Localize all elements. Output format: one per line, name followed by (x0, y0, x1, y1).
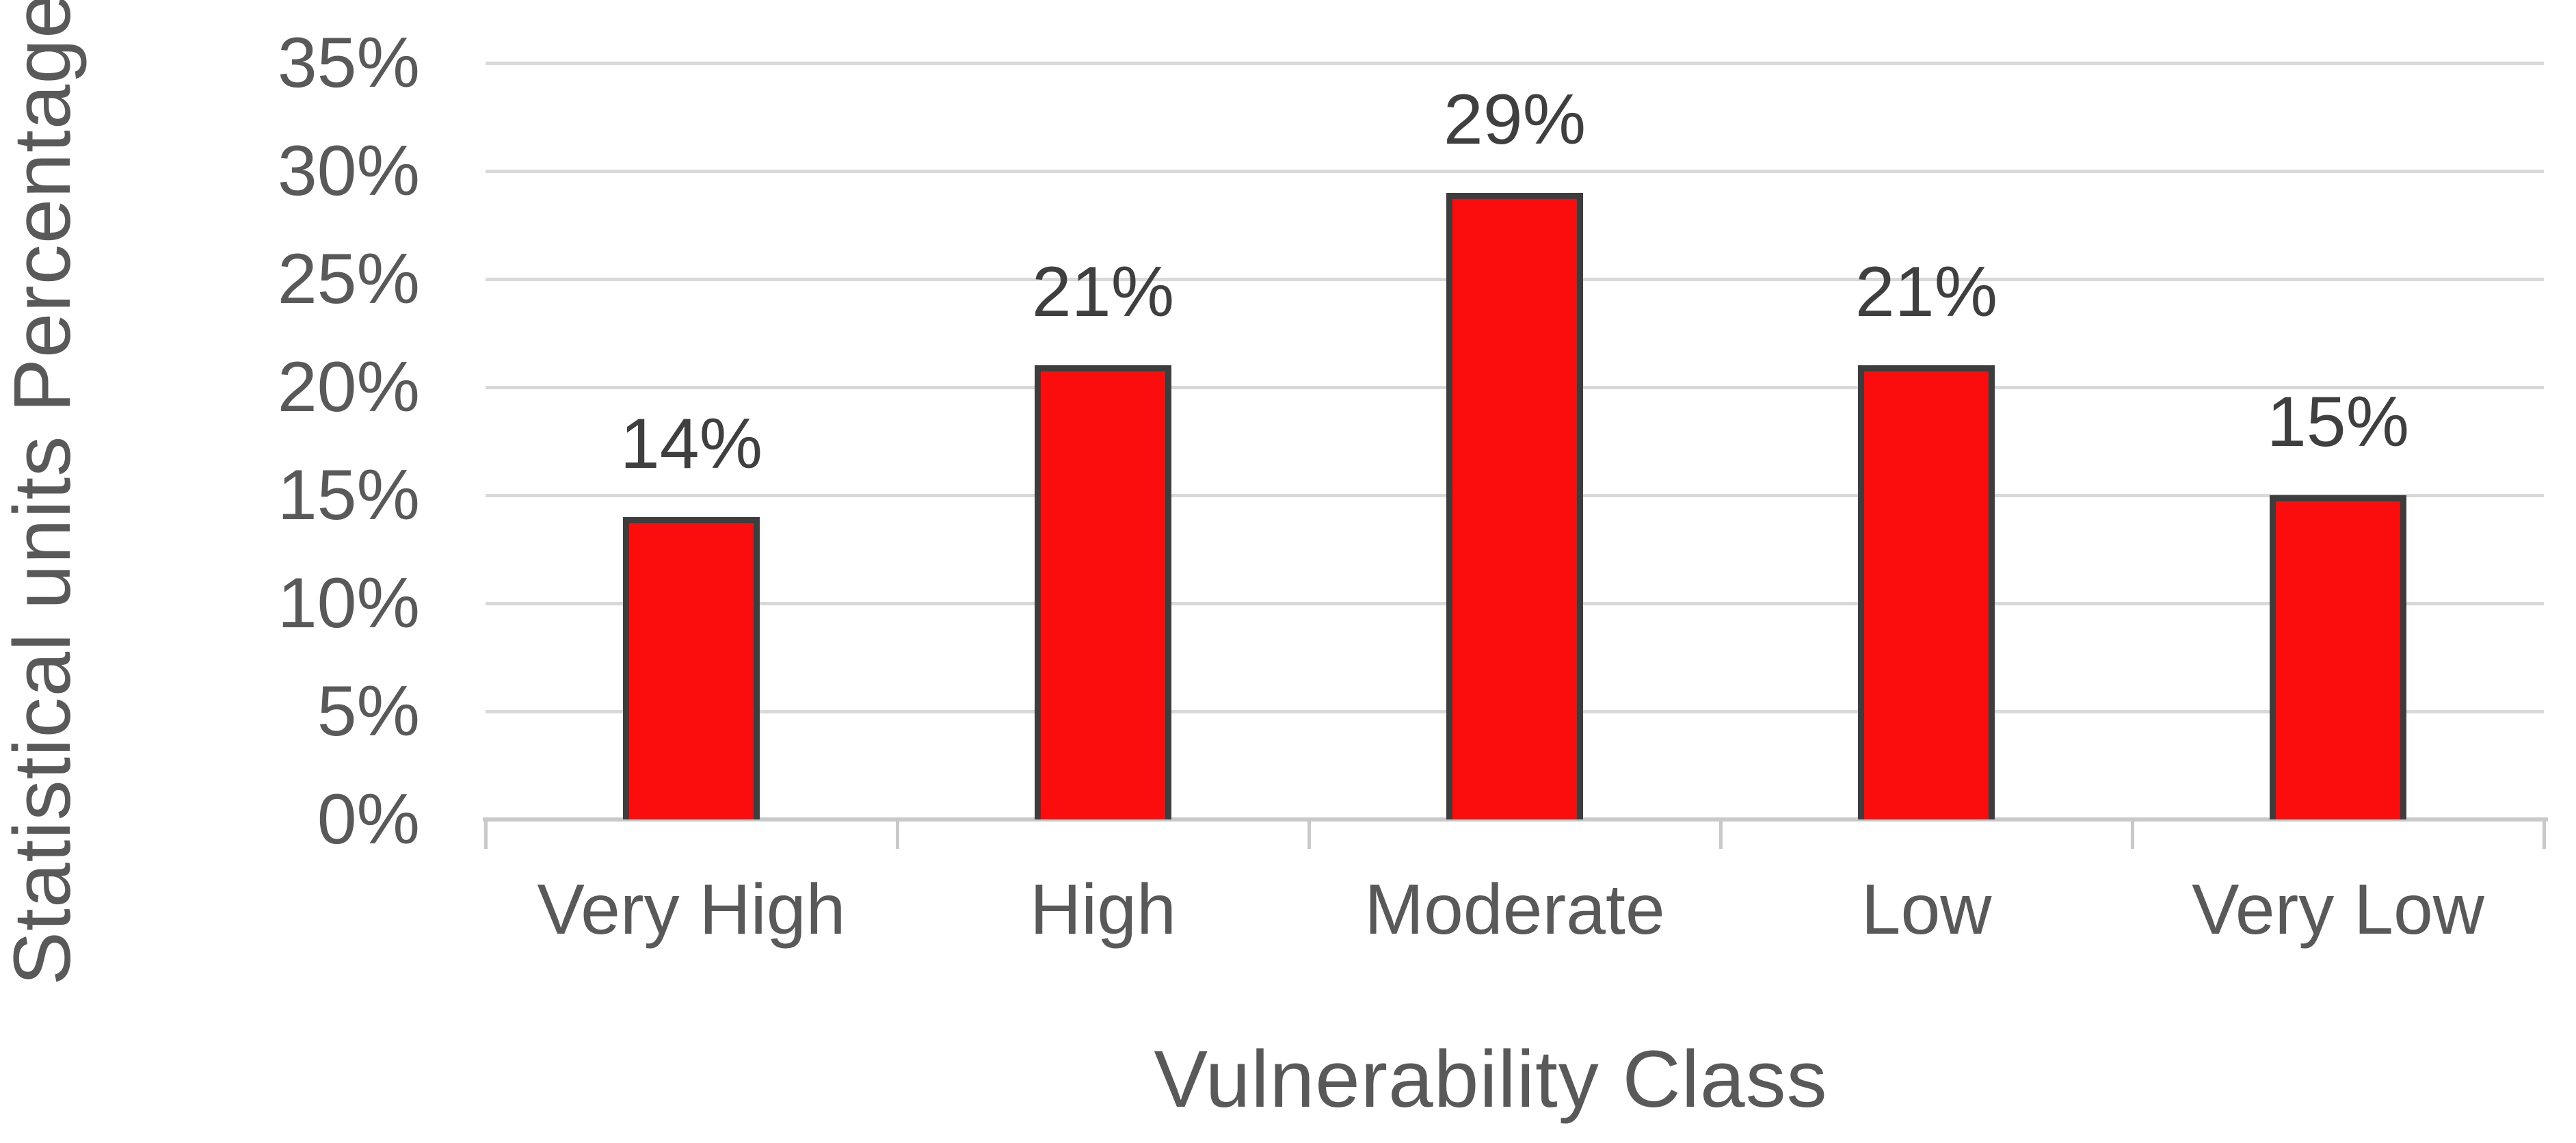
gridline-30pct (486, 170, 2544, 173)
x-axis-tick (1307, 822, 1311, 849)
data-label-very-high: 14% (620, 404, 763, 484)
y-tick-label-5pct: 5% (317, 672, 420, 751)
x-category-label-low: Low (1861, 870, 1992, 949)
x-axis-line (483, 817, 2548, 822)
data-label-very-low: 15% (2266, 382, 2410, 462)
x-category-label-very-high: Very High (537, 870, 846, 949)
y-tick-label-0pct: 0% (317, 780, 420, 859)
y-tick-label-30pct: 30% (277, 131, 420, 211)
bar-very-high (623, 517, 760, 819)
data-label-high: 21% (1031, 252, 1175, 332)
x-axis-tick (2131, 822, 2134, 849)
x-category-label-very-low: Very Low (2192, 870, 2484, 949)
x-category-label-moderate: Moderate (1364, 870, 1665, 949)
gridline-35pct (486, 62, 2544, 65)
data-label-low: 21% (1855, 252, 1998, 332)
x-axis-title: Vulnerability Class (1154, 1034, 1828, 1125)
y-tick-label-35pct: 35% (277, 23, 420, 103)
plot-area: 14% 21% 29% 21% 15% (483, 62, 2548, 822)
bar-very-low (2270, 495, 2406, 819)
bar-low (1858, 365, 1995, 819)
x-axis-tick (896, 822, 899, 849)
bar-high (1035, 365, 1171, 819)
y-tick-label-25pct: 25% (277, 239, 420, 319)
x-axis-tick (2542, 822, 2546, 849)
data-label-moderate: 29% (1443, 80, 1586, 159)
y-tick-label-20pct: 20% (277, 347, 420, 427)
x-category-label-high: High (1030, 870, 1176, 949)
bar-moderate (1446, 193, 1583, 819)
y-tick-label-10pct: 10% (277, 564, 420, 643)
x-axis-tick (1719, 822, 1723, 849)
x-axis-tick (484, 822, 488, 849)
y-tick-label-15pct: 15% (277, 456, 420, 535)
